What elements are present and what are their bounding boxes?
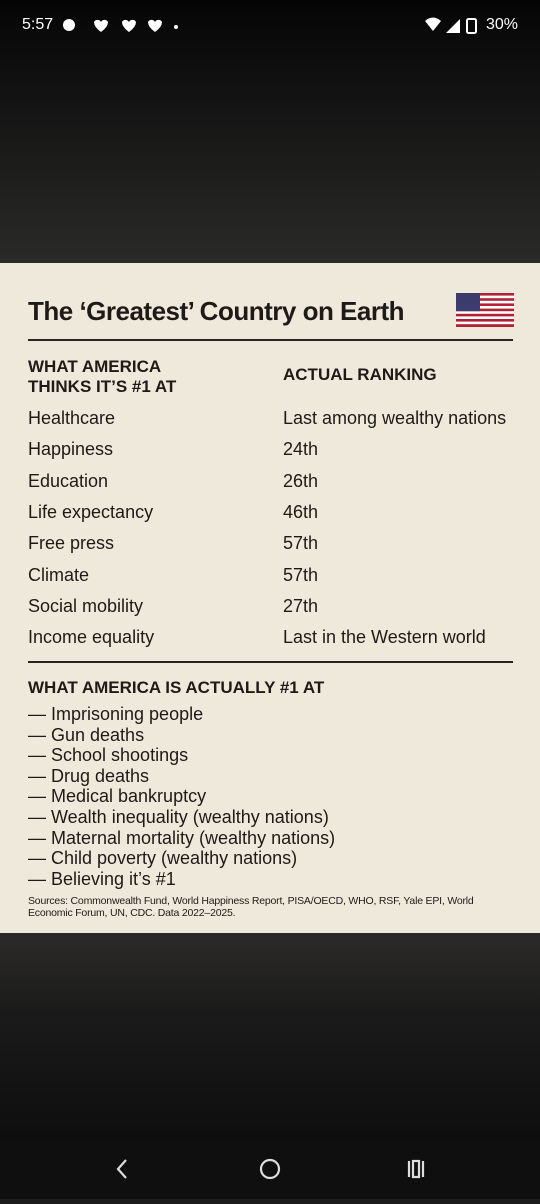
row-label: Free press <box>28 533 115 554</box>
list-item: — Imprisoning people <box>28 704 204 724</box>
notification-icons <box>63 19 178 32</box>
column-header: ACTUAL RANKING <box>283 365 437 384</box>
background-top <box>0 0 540 263</box>
document-image: The ‘Greatest’ Country on Earth WHAT AME… <box>0 263 540 933</box>
row-value: Last in the Western world <box>283 627 486 648</box>
column-header: WHAT AMERICA THINKS IT’S #1 AT <box>28 357 177 396</box>
status-time: 5:57 <box>22 16 54 33</box>
row-value: 26th <box>283 470 319 491</box>
row-value: 24th <box>283 439 319 460</box>
list-item: — School shootings <box>28 745 189 766</box>
home-button[interactable] <box>259 1158 281 1180</box>
us-flag <box>456 293 514 327</box>
divider <box>28 661 513 663</box>
row-value: 57th <box>283 533 319 554</box>
row-label: Happiness <box>28 439 114 460</box>
title: The ‘Greatest’ Country on Earth <box>28 296 405 326</box>
row-label: Climate <box>28 564 90 585</box>
row-label: Income equality <box>28 627 155 648</box>
system-icons <box>425 17 477 34</box>
sources: Sources: Commonwealth Fund, World Happin… <box>28 895 474 919</box>
row-label: Education <box>28 470 109 491</box>
list-item: — Maternal mortality (wealthy nations) <box>28 827 336 848</box>
recents-button[interactable] <box>407 1159 425 1179</box>
list-item: — Medical bankruptcy <box>28 786 207 807</box>
list-item: — Wealth inequality (wealthy nations) <box>28 807 329 827</box>
list-item: — Child poverty (wealthy nations) <box>28 848 298 869</box>
list-item: — Drug deaths <box>28 765 150 786</box>
row-label: Social mobility <box>28 595 144 616</box>
nav-buttons <box>116 1158 425 1180</box>
divider <box>28 339 513 341</box>
row-value: 57th <box>283 564 319 585</box>
section-title: WHAT AMERICA IS ACTUALLY #1 AT <box>28 678 325 697</box>
list-item: — Believing it’s #1 <box>28 868 176 889</box>
row-label: Healthcare <box>28 408 116 428</box>
row-value: 46th <box>283 501 319 522</box>
row-value: 27th <box>283 595 319 616</box>
navigation-bar <box>0 1140 540 1199</box>
background-bottom <box>0 933 540 1140</box>
row-label: Life expectancy <box>28 501 154 522</box>
row-value: Last among wealthy nations <box>283 408 507 428</box>
back-button[interactable] <box>116 1159 127 1179</box>
list-item: — Gun deaths <box>28 724 145 745</box>
battery-level: 30% <box>485 16 518 33</box>
